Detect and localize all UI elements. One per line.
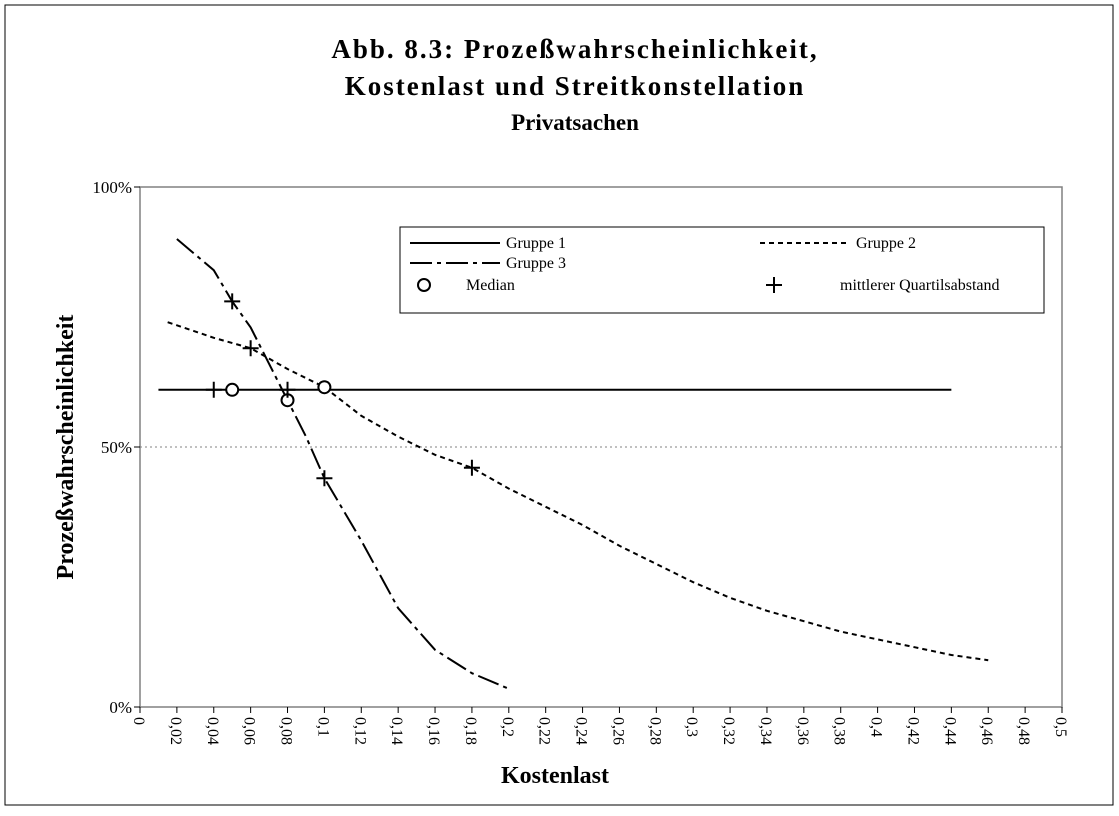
x-tick-label: 0,34 [757, 717, 774, 745]
x-tick-label: 0,06 [241, 717, 258, 745]
x-tick-label: 0,14 [388, 717, 405, 745]
x-tick-label: 0,1 [314, 717, 331, 737]
x-tick-label: 0,12 [351, 717, 368, 745]
chart-subtitle: Privatsachen [511, 110, 639, 135]
x-tick-label: 0,02 [167, 717, 184, 745]
x-tick-label: 0 [130, 717, 147, 725]
x-tick-label: 0,32 [720, 717, 737, 745]
legend-label: Gruppe 2 [856, 235, 916, 252]
x-tick-label: 0,22 [536, 717, 553, 745]
x-tick-label: 0,04 [204, 717, 221, 745]
x-tick-label: 0,16 [425, 717, 442, 745]
legend-label: Gruppe 3 [506, 255, 566, 272]
legend-symbol [417, 278, 431, 292]
x-tick-label: 0,48 [1015, 717, 1032, 745]
x-tick-label: 0,44 [941, 717, 958, 745]
quartile-marker [205, 381, 222, 398]
x-tick-label: 0,26 [609, 717, 626, 745]
x-tick-label: 0,18 [462, 717, 479, 745]
quartile-marker [463, 459, 480, 476]
x-tick-label: 0,28 [646, 717, 663, 745]
median-marker [225, 382, 240, 397]
x-tick-label: 0,5 [1052, 717, 1069, 737]
quartile-marker [316, 470, 333, 487]
quartile-marker [279, 381, 296, 398]
y-axis-label: Prozeßwahrscheinlichkeit [53, 315, 79, 580]
y-tick-label: 100% [92, 178, 132, 197]
chart-title: Abb. 8.3: Prozeßwahrscheinlichkeit, [331, 34, 818, 64]
x-tick-label: 0,42 [904, 717, 921, 745]
x-tick-label: 0,2 [499, 717, 516, 737]
chart-title: Kostenlast und Streitkonstellation [345, 71, 806, 101]
chart-frame [4, 4, 1114, 806]
x-tick-label: 0,4 [868, 717, 885, 737]
y-tick-label: 0% [109, 698, 132, 717]
legend-label: Median [466, 277, 515, 294]
median-marker [317, 380, 332, 395]
quartile-marker [242, 340, 259, 357]
x-axis-label: Kostenlast [501, 763, 609, 789]
x-tick-label: 0,08 [278, 717, 295, 745]
x-tick-label: 0,46 [978, 717, 995, 745]
legend-label: mittlerer Quartilsabstand [840, 277, 1000, 294]
legend-box [399, 226, 1045, 314]
legend-label: Gruppe 1 [506, 235, 566, 252]
quartile-marker [224, 293, 241, 310]
y-tick-label: 50% [101, 438, 132, 457]
legend-symbol [766, 277, 782, 293]
x-tick-label: 0,38 [831, 717, 848, 745]
x-tick-label: 0,3 [683, 717, 700, 737]
x-tick-label: 0,36 [794, 717, 811, 745]
x-tick-label: 0,24 [573, 717, 590, 745]
line-series [167, 321, 989, 662]
